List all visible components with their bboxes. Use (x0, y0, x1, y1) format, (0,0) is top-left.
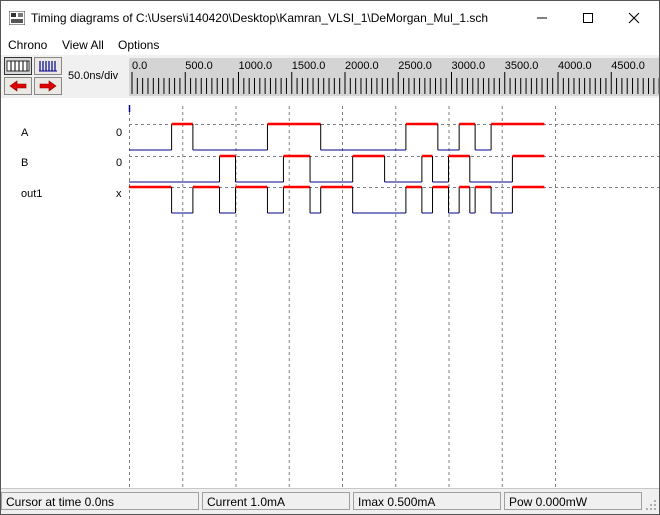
menu-chrono[interactable]: Chrono (8, 38, 48, 52)
ruler-label: 2000.0 (345, 60, 379, 72)
time-ruler[interactable]: 0.0 500.0 1000.0 1500.0 2000.0 2500.0 3000.0 35… (129, 58, 659, 96)
ruler-label: 3000.0 (452, 60, 486, 72)
status-current: Current 1.0mA (202, 492, 350, 510)
signal-name-out1: out1 (21, 188, 43, 200)
bus-mode-button[interactable] (34, 57, 62, 75)
ruler-label: 2500.0 (398, 60, 432, 72)
ruler-label: 4000.0 (558, 60, 592, 72)
signal-value-a: 0 (116, 127, 123, 139)
ruler-scale: 0.0 500.0 1000.0 1500.0 2000.0 2500.0 3000.0 35… (131, 60, 659, 94)
arrow-left-icon (9, 80, 27, 92)
menu-bar: Chrono View All Options (1, 35, 659, 55)
signal-value-out1: x (116, 188, 122, 200)
minimize-button[interactable] (519, 1, 565, 35)
menu-options[interactable]: Options (118, 38, 160, 52)
status-power: Pow 0.000mW (504, 492, 642, 510)
window-title: Timing diagrams of C:\Users\i140420\Desk… (31, 11, 489, 25)
toolbar: 50.0ns/div 0.0 500.0 1000.0 1500.0 2000.0 250… (1, 55, 659, 98)
arrow-right-icon (39, 80, 57, 92)
signal-name-a: A (21, 127, 29, 139)
app-icon (9, 11, 25, 25)
maximize-icon (583, 13, 593, 23)
status-imax: Imax 0.500mA (353, 492, 501, 510)
resize-grip-icon[interactable] (645, 499, 657, 511)
ruler-label: 1000.0 (239, 60, 273, 72)
ruler-label: 0.0 (132, 60, 147, 72)
waveform-canvas (128, 105, 659, 488)
scroll-left-button[interactable] (4, 77, 32, 95)
minimize-icon (537, 17, 547, 19)
menu-view-all[interactable]: View All (62, 38, 104, 52)
scroll-right-button[interactable] (34, 77, 62, 95)
time-scale-label: 50.0ns/div (68, 70, 119, 82)
ruler-label: 3500.0 (505, 60, 539, 72)
signal-value-b: 0 (116, 157, 123, 169)
timing-area[interactable]: A 0 B 0 out1 x (1, 98, 659, 488)
close-button[interactable] (611, 1, 657, 35)
chrono-mode-button[interactable] (4, 57, 32, 75)
ruler-label: 500.0 (185, 60, 213, 72)
maximize-button[interactable] (565, 1, 611, 35)
ruler-label: 1500.0 (292, 60, 326, 72)
bars-icon (39, 61, 57, 72)
waveform-icon (6, 60, 30, 72)
status-bar: Cursor at time 0.0ns Current 1.0mA Imax … (1, 488, 659, 514)
title-bar: Timing diagrams of C:\Users\i140420\Desk… (1, 1, 659, 35)
close-icon (628, 12, 640, 24)
status-cursor-time: Cursor at time 0.0ns (1, 492, 199, 510)
signal-name-b: B (21, 157, 29, 169)
ruler-label: 4500.0 (611, 60, 645, 72)
